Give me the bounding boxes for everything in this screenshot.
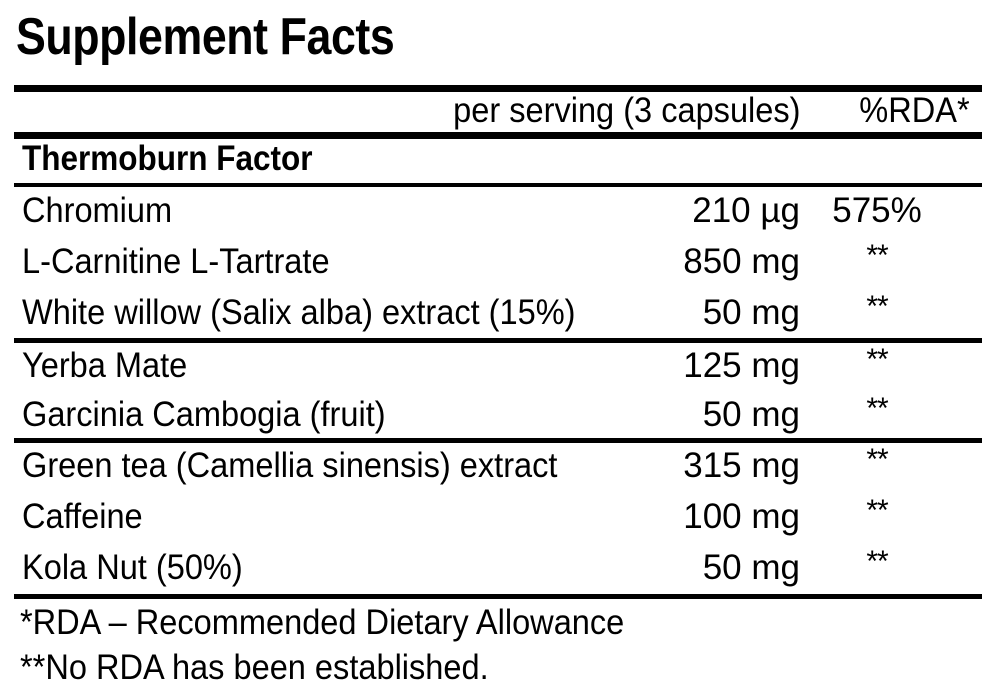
ingredient-name: Yerba Mate xyxy=(22,346,188,385)
table-row: Kola Nut (50%) 50 mg ** xyxy=(14,543,982,593)
ingredient-rda: 575% xyxy=(832,191,922,230)
ingredient-name: White willow (Salix alba) extract (15%) xyxy=(22,293,576,332)
ingredient-rda: ** xyxy=(866,443,888,476)
footnote-rda-definition: *RDA – Recommended Dietary Allowance xyxy=(20,603,625,642)
ingredient-name: Green tea (Camellia sinensis) extract xyxy=(22,446,558,485)
ingredient-rda: ** xyxy=(866,494,888,527)
ingredient-name: Caffeine xyxy=(22,497,143,536)
ingredient-name: L-Carnitine L-Tartrate xyxy=(22,242,330,281)
footnote-no-rda: **No RDA has been established. xyxy=(20,648,489,687)
rule-above-footnotes xyxy=(14,594,982,599)
ingredient-rda: ** xyxy=(866,392,888,425)
ingredient-amount: 50 mg xyxy=(702,395,800,434)
column-header-rda: %RDA* xyxy=(859,91,970,130)
column-header-serving: per serving (3 capsules) xyxy=(452,91,800,130)
rule-group-divider xyxy=(14,338,982,343)
table-row: Green tea (Camellia sinensis) extract 31… xyxy=(14,441,982,491)
blend-heading: Thermoburn Factor xyxy=(22,139,313,178)
rule-group-divider xyxy=(14,438,982,443)
ingredient-rda: ** xyxy=(866,545,888,578)
rule-below-column-headers xyxy=(14,132,982,139)
ingredient-name: Chromium xyxy=(22,191,173,230)
ingredient-rda: ** xyxy=(866,239,888,272)
table-row: L-Carnitine L-Tartrate 850 mg ** xyxy=(14,237,982,287)
rule-below-blend-heading xyxy=(14,183,982,187)
ingredient-rda: ** xyxy=(866,343,888,376)
rule-below-title xyxy=(14,85,982,92)
ingredient-amount: 315 mg xyxy=(683,446,800,485)
ingredient-amount: 100 mg xyxy=(683,497,800,536)
ingredient-rda: ** xyxy=(866,290,888,323)
ingredient-amount: 125 mg xyxy=(683,346,800,385)
table-row: Yerba Mate 125 mg ** xyxy=(14,341,982,391)
table-row: Chromium 210 µg 575% xyxy=(14,186,982,236)
table-row: Caffeine 100 mg ** xyxy=(14,492,982,542)
table-row: White willow (Salix alba) extract (15%) … xyxy=(14,288,982,338)
ingredient-amount: 50 mg xyxy=(702,548,800,587)
page-title: Supplement Facts xyxy=(16,8,395,66)
ingredient-name: Kola Nut (50%) xyxy=(22,548,243,587)
ingredient-amount: 850 mg xyxy=(683,242,800,281)
table-row: Garcinia Cambogia (fruit) 50 mg ** xyxy=(14,390,982,440)
ingredient-amount: 210 µg xyxy=(692,191,800,230)
column-header-row: per serving (3 capsules) %RDA* xyxy=(14,90,982,132)
ingredient-amount: 50 mg xyxy=(702,293,800,332)
ingredient-name: Garcinia Cambogia (fruit) xyxy=(22,395,386,434)
